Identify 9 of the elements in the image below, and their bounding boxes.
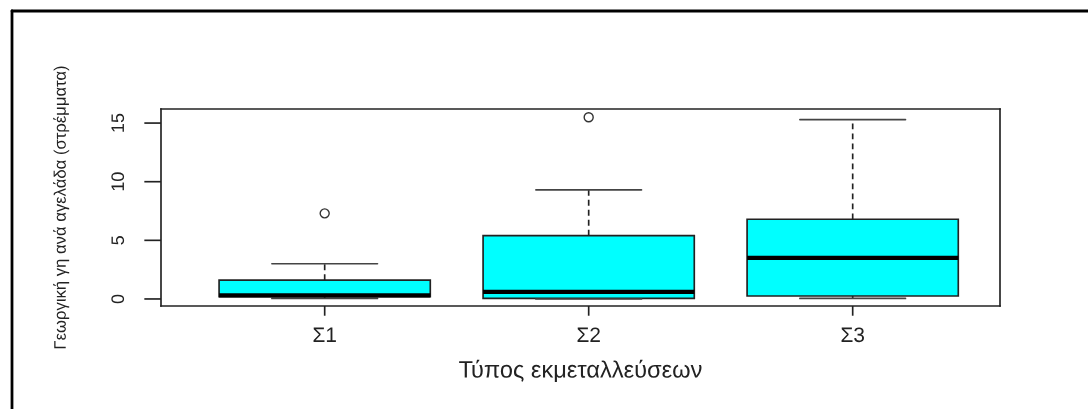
x-tick-label: Σ3 bbox=[841, 327, 864, 343]
x-tick-label: Σ1 bbox=[313, 327, 336, 342]
y-tick-label: 0 bbox=[111, 294, 125, 304]
x-tick-label: Σ2 bbox=[577, 327, 600, 342]
y-tick-label: 15 bbox=[111, 113, 125, 132]
y-axis-title: Γεωργική γη ανά αγελάδα (στρέμματα) bbox=[53, 66, 70, 349]
y-tick-label: 10 bbox=[111, 172, 125, 191]
x-axis-title: Τύπος εκμεταλλεύσεων bbox=[459, 359, 702, 383]
y-tick-label: 5 bbox=[111, 236, 125, 245]
